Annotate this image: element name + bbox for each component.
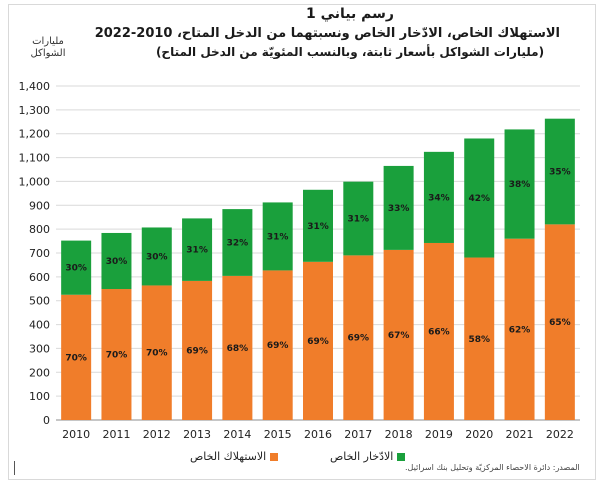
legend-item-consumption: الاستهلاك الخاص [190,450,279,463]
legend-swatch-consumption [270,452,279,461]
y-axis-unit-label: مليارات الشواكل [30,36,66,59]
bar-consumption [464,257,495,420]
y-tick-label: 0 [43,414,50,427]
chart-subtitle: الاستهلاك الخاص، الادّخار الخاص ونسبتهما… [94,26,560,41]
bar-saving [141,227,172,286]
data-label-consumption: 70% [106,351,128,361]
x-tick-label: 2012 [143,428,171,441]
y-tick-label: 1,100 [19,152,51,165]
x-tick-label: 2021 [506,428,534,441]
bar-saving [423,151,454,243]
bar-consumption [61,294,92,420]
y-tick-label: 800 [29,223,50,236]
data-label-saving: 31% [348,215,370,225]
source-note: المصدر: دائرة الاحصاء المركزيّة وتحليل ب… [405,463,580,472]
data-label-consumption: 68% [227,344,249,354]
data-label-consumption: 69% [267,341,289,351]
bar-saving [101,232,132,290]
bar-saving [504,129,535,239]
data-label-saving: 42% [468,194,490,204]
data-label-saving: 31% [267,232,289,242]
data-label-saving: 30% [65,264,87,274]
data-label-consumption: 65% [549,318,571,328]
y-tick-label: 1,400 [19,80,51,93]
legend-item-saving: الادّخار الخاص [330,450,406,463]
data-label-consumption: 58% [468,335,490,345]
bar-saving [222,209,253,276]
bar-consumption [262,270,293,420]
bar-saving [343,181,374,256]
chart-frame [8,4,596,480]
data-label-saving: 33% [388,204,410,214]
data-label-saving: 30% [106,257,128,267]
data-label-saving: 31% [307,222,329,232]
bar-consumption [544,224,575,420]
chart-title: رسم بياني 1 [306,6,394,22]
y-tick-label: 500 [29,295,50,308]
data-label-saving: 35% [549,168,571,178]
bar-consumption [182,280,213,420]
y-tick-label: 1,000 [19,175,51,188]
y-tick-label: 100 [29,390,50,403]
x-tick-label: 2020 [465,428,493,441]
x-tick-label: 2011 [102,428,130,441]
x-tick-label: 2018 [385,428,413,441]
y-tick-label: 400 [29,319,50,332]
bar-consumption [383,249,414,420]
bar-saving [262,202,293,271]
data-label-consumption: 67% [388,331,410,341]
legend-swatch-saving [397,452,406,461]
bar-consumption [101,289,132,420]
bar-consumption [343,255,374,420]
x-tick-label: 2022 [546,428,574,441]
x-tick-label: 2017 [344,428,372,441]
y-tick-label: 700 [29,247,50,260]
source-divider [14,461,15,475]
chart-subtitle-units: (مليارات الشواكل بأسعار ثابتة، وبالنسب ا… [155,45,545,59]
x-tick-label: 2015 [264,428,292,441]
bar-consumption [423,242,454,420]
bar-saving [303,189,333,262]
data-label-consumption: 70% [146,349,168,359]
bar-saving [464,138,495,258]
bar-saving [544,118,575,225]
bar-saving [383,165,414,250]
x-tick-label: 2019 [425,428,453,441]
y-tick-label: 300 [29,342,50,355]
data-label-saving: 30% [146,252,168,262]
data-label-consumption: 69% [186,346,208,356]
bar-consumption [504,238,535,420]
y-tick-label: 900 [29,199,50,212]
y-tick-label: 1,200 [19,128,51,141]
x-tick-label: 2016 [304,428,332,441]
data-label-consumption: 70% [65,353,87,363]
x-tick-label: 2010 [62,428,90,441]
legend-label-saving: الادّخار الخاص [330,450,394,463]
data-label-consumption: 62% [509,325,531,335]
x-tick-label: 2013 [183,428,211,441]
data-label-saving: 32% [227,239,249,249]
data-label-consumption: 69% [348,334,370,344]
bar-consumption [303,261,333,420]
data-label-consumption: 69% [307,337,329,347]
y-tick-label: 1,300 [19,104,51,117]
bar-consumption [222,275,253,420]
data-label-consumption: 66% [428,327,450,337]
legend-label-consumption: الاستهلاك الخاص [190,450,267,463]
data-label-saving: 31% [186,246,208,256]
data-label-saving: 34% [428,193,450,203]
bar-saving [61,240,92,295]
data-label-saving: 38% [509,180,531,190]
bar-saving [182,218,213,281]
x-tick-label: 2014 [223,428,251,441]
y-tick-label: 600 [29,271,50,284]
y-tick-label: 200 [29,366,50,379]
bar-consumption [141,285,172,420]
